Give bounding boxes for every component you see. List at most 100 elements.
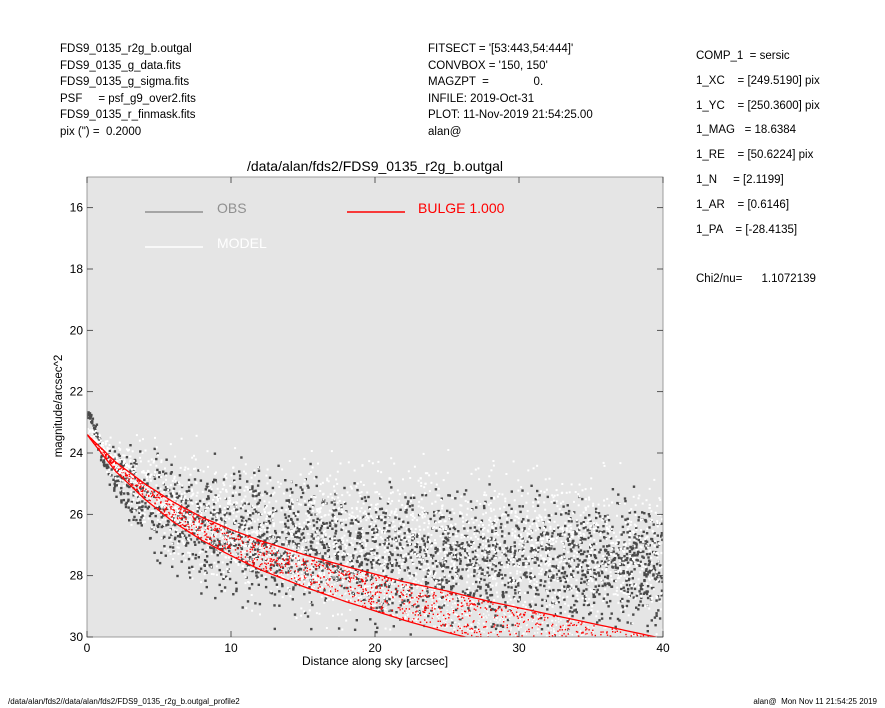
model-point <box>114 453 117 456</box>
model-point <box>335 519 338 521</box>
model-point <box>189 473 192 476</box>
model-point <box>478 562 481 565</box>
obs-point <box>620 587 623 591</box>
obs-point <box>309 507 312 511</box>
model-point <box>210 552 213 555</box>
model-point <box>499 556 502 559</box>
model-point <box>225 536 228 539</box>
obs-point <box>491 568 494 571</box>
obs-point <box>361 546 365 549</box>
model-point <box>485 568 488 571</box>
model-point <box>407 574 410 577</box>
obs-point <box>490 625 494 628</box>
model-point <box>229 502 231 505</box>
obs-point <box>580 522 583 525</box>
model-point <box>205 548 208 551</box>
model-point <box>303 521 306 524</box>
model-point <box>465 623 467 626</box>
obs-point <box>426 572 429 575</box>
obs-point <box>659 564 662 567</box>
model-point <box>246 531 248 534</box>
obs-point <box>448 494 451 497</box>
model-point <box>537 528 540 531</box>
obs-point <box>333 571 336 574</box>
model-point <box>553 520 556 523</box>
model-point <box>272 512 275 515</box>
obs-point <box>363 554 366 557</box>
model-point <box>431 544 433 547</box>
model-point <box>640 562 643 565</box>
model-point <box>224 589 227 592</box>
obs-point <box>333 539 336 542</box>
model-point <box>552 539 554 542</box>
model-point <box>330 557 333 560</box>
obs-point <box>650 587 654 590</box>
obs-point <box>641 584 644 588</box>
model-point <box>307 514 310 517</box>
model-point <box>219 491 222 494</box>
obs-point <box>246 544 249 547</box>
obs-point <box>382 543 386 546</box>
obs-point <box>286 570 290 573</box>
model-point <box>258 552 261 555</box>
obs-point <box>541 548 544 551</box>
obs-point <box>467 594 470 597</box>
model-point <box>517 579 520 582</box>
obs-point <box>626 517 629 521</box>
obs-point <box>536 557 539 560</box>
obs-point <box>534 592 538 596</box>
model-point <box>514 511 517 514</box>
model-point <box>484 554 487 557</box>
model-point <box>237 563 240 565</box>
model-point <box>576 530 579 533</box>
model-point <box>295 617 298 619</box>
obs-point <box>535 549 538 553</box>
model-point <box>153 528 156 531</box>
model-point <box>521 576 524 579</box>
model-point <box>377 556 380 559</box>
obs-point <box>474 516 477 520</box>
model-point <box>463 536 466 538</box>
model-point <box>265 568 268 571</box>
model-point <box>332 614 334 617</box>
obs-point <box>94 425 97 428</box>
obs-point <box>407 500 410 503</box>
model-point <box>648 578 651 581</box>
model-point <box>98 440 101 443</box>
obs-point <box>228 577 232 581</box>
model-point <box>483 491 486 494</box>
obs-point <box>274 531 277 535</box>
obs-point <box>188 566 191 569</box>
model-point <box>129 459 132 462</box>
model-point <box>464 553 467 556</box>
model-point <box>485 511 487 514</box>
model-point <box>551 605 554 608</box>
obs-point <box>480 527 483 531</box>
obs-point <box>310 547 313 550</box>
obs-point <box>450 588 453 591</box>
obs-point <box>645 547 648 550</box>
model-point <box>473 528 476 531</box>
model-point <box>605 537 608 540</box>
obs-point <box>172 487 176 490</box>
obs-point <box>429 553 432 557</box>
obs-point <box>274 529 277 533</box>
model-point <box>250 476 253 479</box>
model-point <box>332 543 335 545</box>
model-point <box>539 570 542 573</box>
obs-point <box>658 598 661 601</box>
model-point <box>398 558 401 561</box>
model-point <box>562 542 564 545</box>
model-point <box>135 472 138 475</box>
model-point <box>377 470 379 473</box>
obs-point <box>607 553 611 556</box>
obs-point <box>311 603 314 607</box>
obs-point <box>331 519 334 523</box>
obs-point <box>645 591 648 594</box>
obs-point <box>656 534 659 537</box>
model-point <box>244 472 247 475</box>
model-point <box>428 538 430 541</box>
model-point <box>446 471 449 474</box>
model-point <box>431 587 434 590</box>
model-point <box>467 575 470 578</box>
